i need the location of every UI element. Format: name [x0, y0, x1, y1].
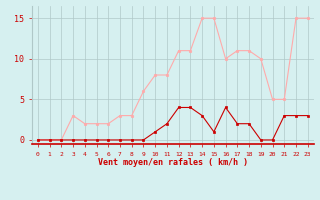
X-axis label: Vent moyen/en rafales ( km/h ): Vent moyen/en rafales ( km/h ) — [98, 158, 248, 167]
